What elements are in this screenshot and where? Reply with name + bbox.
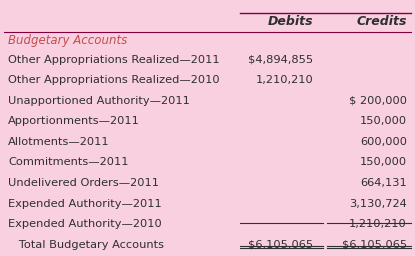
Text: Budgetary Accounts: Budgetary Accounts: [8, 34, 127, 47]
Text: $ 200,000: $ 200,000: [349, 96, 407, 106]
Text: Other Appropriations Realized—2010: Other Appropriations Realized—2010: [8, 75, 220, 85]
Text: 664,131: 664,131: [360, 178, 407, 188]
Text: 600,000: 600,000: [360, 137, 407, 147]
Text: Total Budgetary Accounts: Total Budgetary Accounts: [8, 240, 164, 250]
Text: $6,105,065: $6,105,065: [342, 240, 407, 250]
Text: $6,105,065: $6,105,065: [248, 240, 313, 250]
Text: Unapportioned Authority—2011: Unapportioned Authority—2011: [8, 96, 190, 106]
Text: Apportionments—2011: Apportionments—2011: [8, 116, 140, 126]
Text: 1,210,210: 1,210,210: [256, 75, 313, 85]
Text: 3,130,724: 3,130,724: [349, 199, 407, 209]
Text: Commitments—2011: Commitments—2011: [8, 157, 129, 167]
Text: 150,000: 150,000: [360, 157, 407, 167]
Text: 1,210,210: 1,210,210: [349, 219, 407, 229]
Text: Debits: Debits: [268, 15, 313, 28]
Text: Other Appropriations Realized—2011: Other Appropriations Realized—2011: [8, 55, 220, 65]
Text: Allotments—2011: Allotments—2011: [8, 137, 110, 147]
Text: 150,000: 150,000: [360, 116, 407, 126]
Text: Expended Authority—2011: Expended Authority—2011: [8, 199, 162, 209]
Text: Credits: Credits: [356, 15, 407, 28]
Text: $4,894,855: $4,894,855: [248, 55, 313, 65]
Text: Expended Authority—2010: Expended Authority—2010: [8, 219, 162, 229]
Text: Undelivered Orders—2011: Undelivered Orders—2011: [8, 178, 159, 188]
